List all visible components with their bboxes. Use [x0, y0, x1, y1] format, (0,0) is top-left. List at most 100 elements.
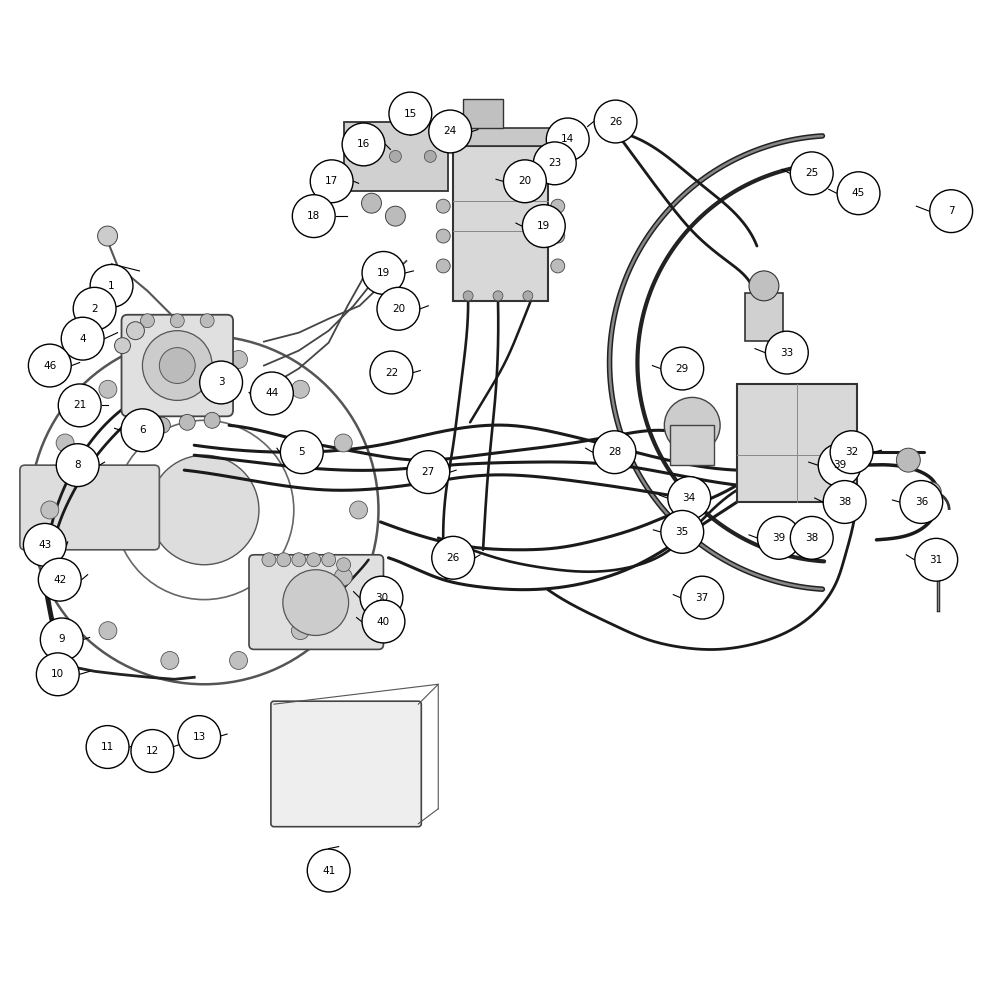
Circle shape	[371, 351, 412, 394]
Circle shape	[406, 451, 449, 494]
Text: 3: 3	[218, 377, 224, 387]
Text: 45: 45	[852, 188, 866, 198]
Circle shape	[900, 481, 943, 523]
Circle shape	[791, 152, 833, 195]
FancyBboxPatch shape	[745, 293, 783, 341]
Text: 42: 42	[53, 575, 67, 585]
Circle shape	[593, 431, 635, 474]
Circle shape	[363, 600, 404, 643]
Text: 16: 16	[357, 139, 371, 149]
FancyBboxPatch shape	[670, 425, 714, 465]
FancyBboxPatch shape	[271, 701, 421, 827]
Circle shape	[199, 361, 243, 404]
Text: 40: 40	[376, 617, 390, 627]
Circle shape	[335, 434, 353, 452]
Circle shape	[758, 516, 801, 559]
Circle shape	[436, 259, 450, 273]
Circle shape	[40, 618, 84, 661]
FancyBboxPatch shape	[249, 555, 383, 649]
Text: 43: 43	[38, 540, 52, 550]
Text: 32: 32	[845, 447, 859, 457]
Text: 17: 17	[325, 176, 339, 186]
FancyBboxPatch shape	[344, 122, 448, 191]
Circle shape	[170, 314, 184, 328]
Circle shape	[837, 172, 880, 215]
Text: 14: 14	[561, 134, 575, 144]
Circle shape	[766, 331, 809, 374]
Circle shape	[921, 482, 941, 502]
FancyBboxPatch shape	[20, 465, 159, 550]
Circle shape	[388, 92, 432, 135]
FancyBboxPatch shape	[463, 99, 503, 128]
Text: 38: 38	[805, 533, 819, 543]
Text: 9: 9	[59, 634, 65, 644]
Text: 34: 34	[682, 493, 696, 503]
Circle shape	[914, 538, 957, 581]
Circle shape	[361, 576, 402, 619]
Text: 2: 2	[92, 304, 98, 314]
Text: 44: 44	[265, 388, 279, 398]
Text: 26: 26	[609, 117, 622, 127]
Circle shape	[337, 558, 351, 572]
Circle shape	[424, 150, 436, 162]
Circle shape	[283, 570, 349, 635]
Text: 4: 4	[80, 334, 86, 344]
Circle shape	[493, 291, 503, 301]
Text: 11: 11	[101, 742, 115, 752]
Circle shape	[115, 338, 130, 354]
Circle shape	[292, 622, 310, 640]
Circle shape	[29, 344, 72, 387]
Circle shape	[429, 110, 472, 153]
Text: 6: 6	[139, 425, 145, 435]
Circle shape	[281, 431, 323, 474]
Circle shape	[179, 414, 195, 430]
Circle shape	[534, 142, 577, 185]
Circle shape	[277, 553, 291, 567]
Circle shape	[356, 150, 368, 162]
Circle shape	[292, 380, 310, 398]
Text: 41: 41	[322, 866, 336, 876]
Circle shape	[62, 317, 105, 360]
Circle shape	[229, 350, 247, 368]
Circle shape	[126, 322, 144, 340]
Circle shape	[229, 652, 247, 669]
Circle shape	[178, 716, 221, 758]
Circle shape	[58, 384, 102, 427]
Text: 5: 5	[299, 447, 305, 457]
Circle shape	[200, 314, 214, 328]
Circle shape	[385, 206, 405, 226]
Circle shape	[87, 726, 129, 768]
Circle shape	[74, 287, 116, 330]
Text: 22: 22	[384, 368, 398, 378]
Circle shape	[436, 229, 450, 243]
Text: 24: 24	[443, 126, 457, 136]
Text: 46: 46	[43, 361, 57, 371]
Text: 7: 7	[948, 206, 954, 216]
Circle shape	[41, 501, 59, 519]
Text: 15: 15	[403, 109, 417, 119]
FancyBboxPatch shape	[122, 315, 233, 416]
Text: 38: 38	[838, 497, 852, 507]
Circle shape	[130, 730, 174, 772]
Text: 12: 12	[145, 746, 159, 756]
Circle shape	[504, 160, 546, 203]
Circle shape	[551, 199, 565, 213]
Text: 20: 20	[518, 176, 532, 186]
Text: 31: 31	[929, 555, 943, 565]
Circle shape	[204, 412, 220, 428]
Text: 10: 10	[51, 669, 65, 679]
Circle shape	[154, 417, 170, 433]
Circle shape	[99, 380, 117, 398]
Circle shape	[98, 226, 118, 246]
Circle shape	[56, 434, 74, 452]
Text: 13: 13	[192, 732, 206, 742]
Text: 25: 25	[805, 168, 819, 178]
Circle shape	[142, 331, 212, 400]
Circle shape	[322, 553, 336, 567]
Circle shape	[307, 553, 321, 567]
Circle shape	[896, 448, 920, 472]
Text: 21: 21	[73, 400, 87, 410]
Circle shape	[523, 291, 533, 301]
Text: 8: 8	[75, 460, 81, 470]
Circle shape	[159, 348, 195, 383]
